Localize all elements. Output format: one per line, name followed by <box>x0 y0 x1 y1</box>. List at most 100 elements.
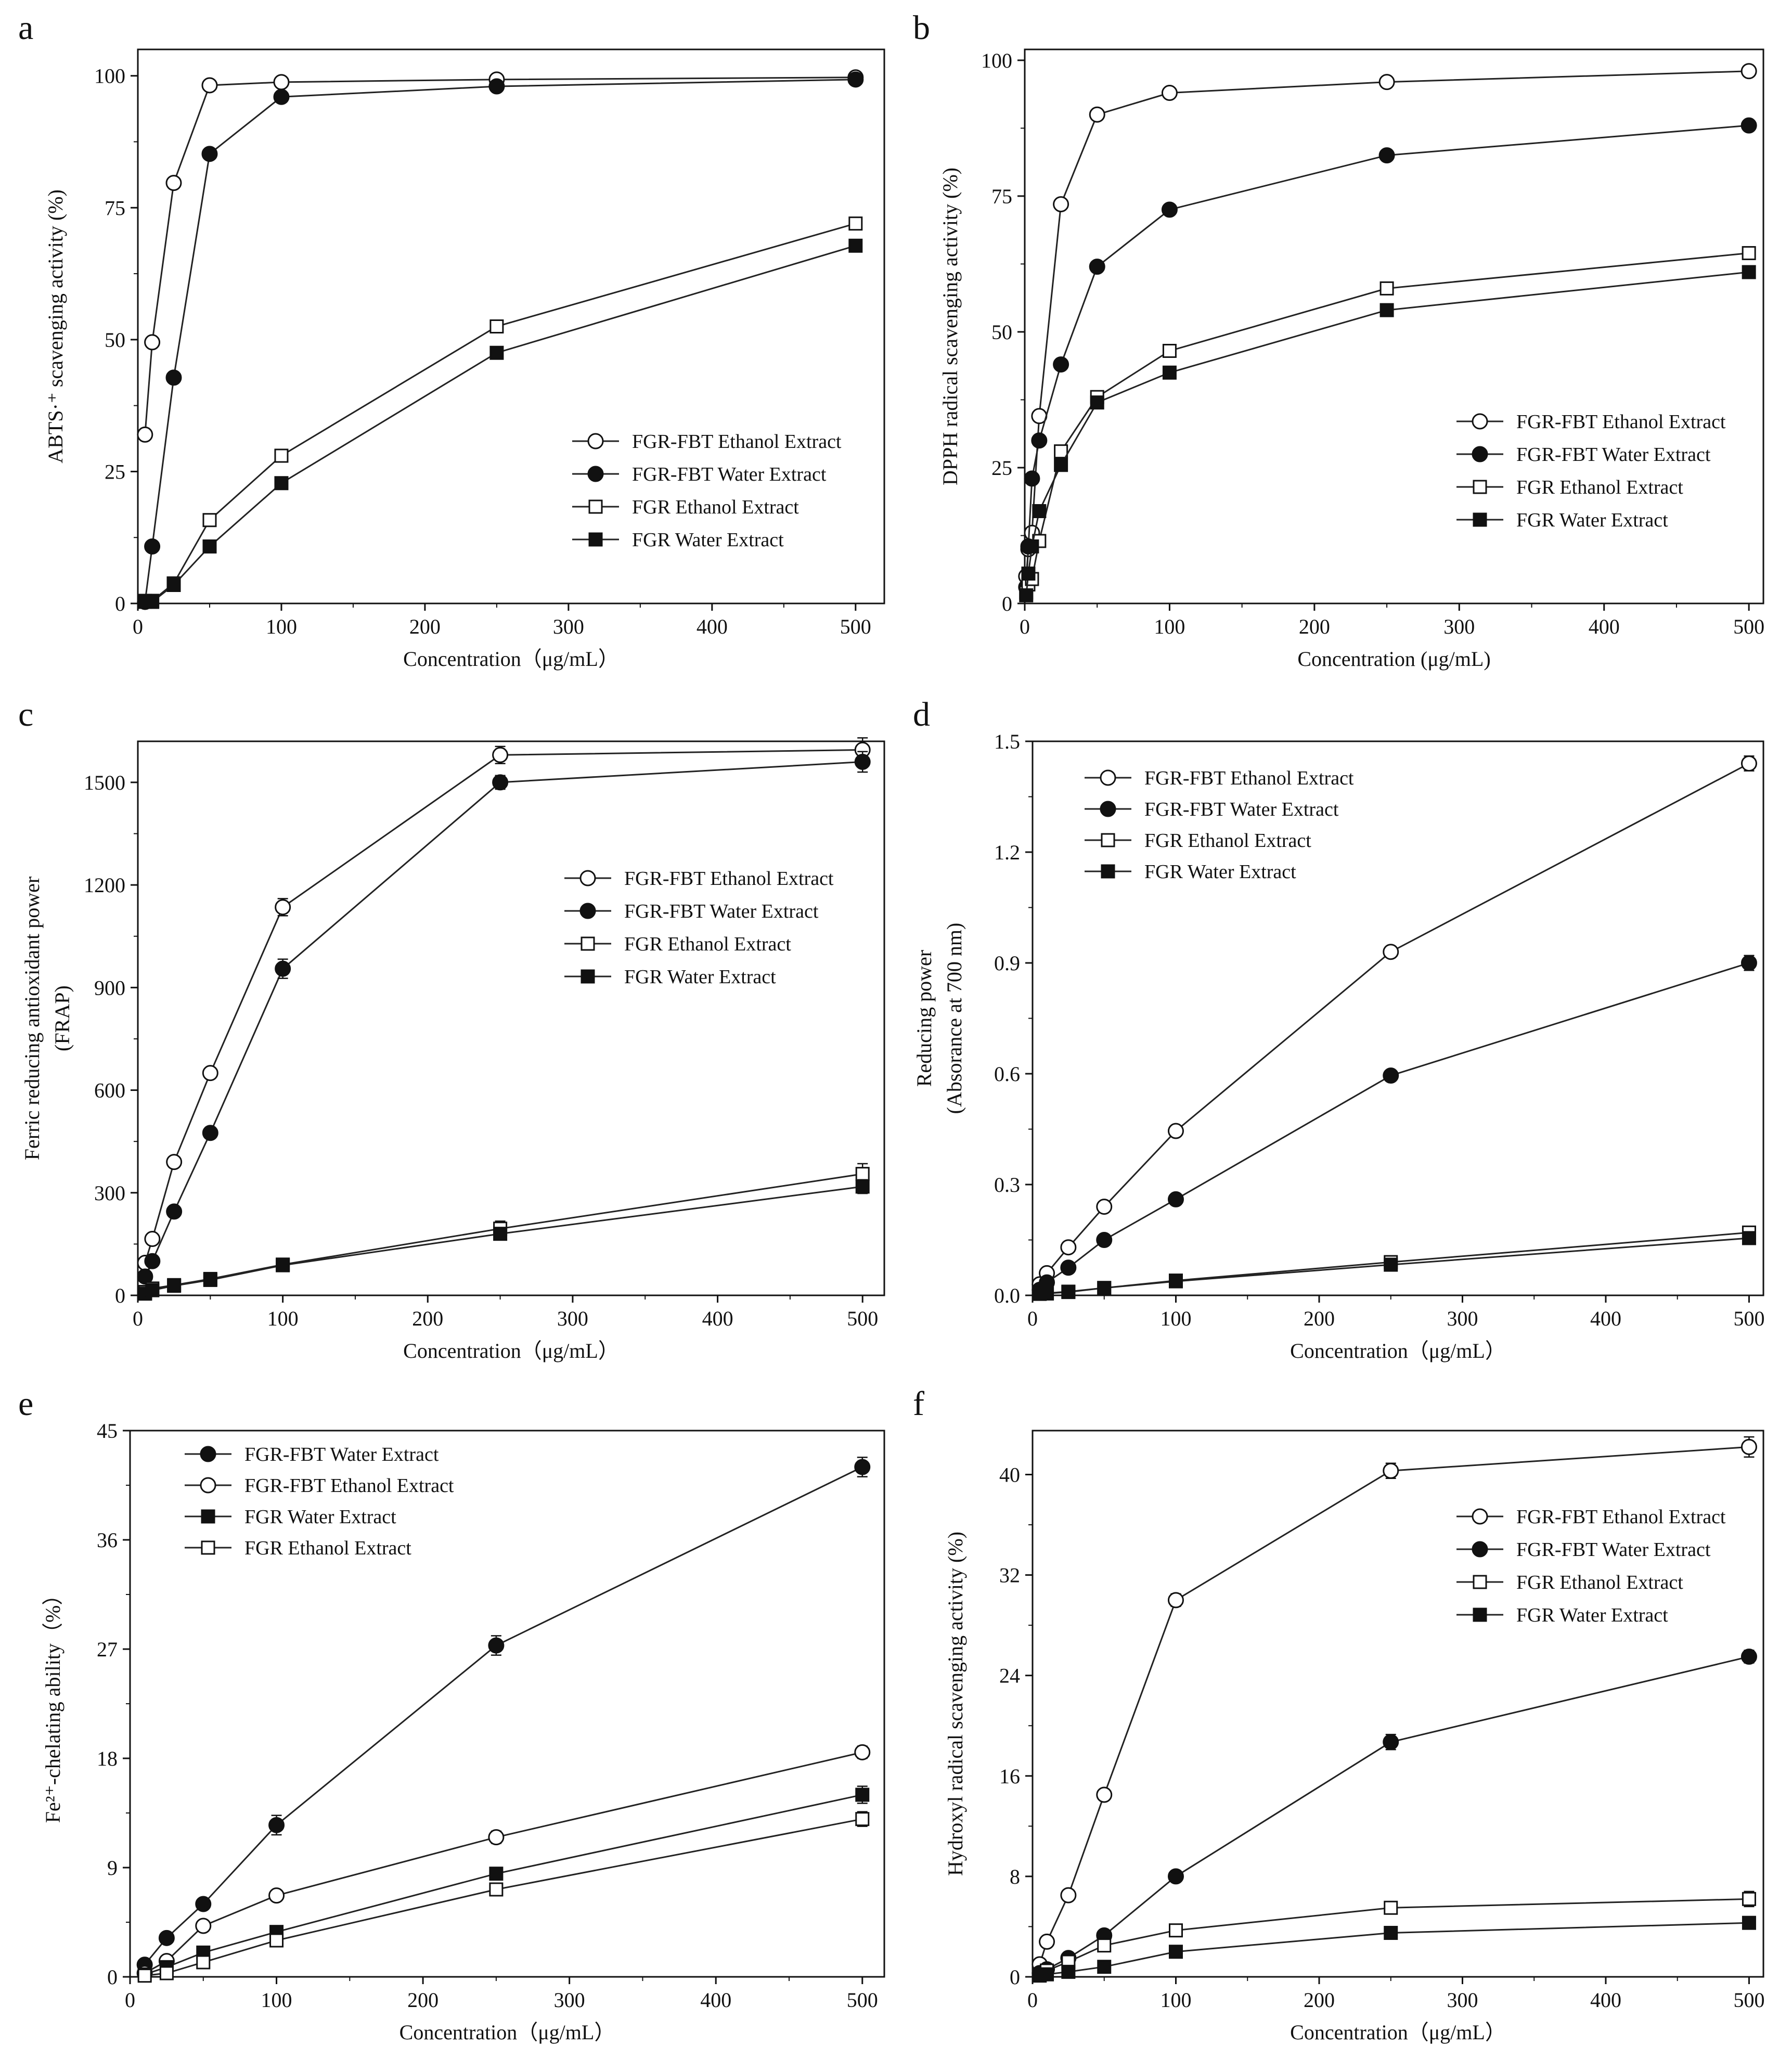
legend-marker <box>1472 446 1488 462</box>
data-point <box>166 1203 183 1220</box>
x-tick-label: 400 <box>700 1988 731 2012</box>
x-tick-label: 200 <box>407 1988 439 2012</box>
legend-marker <box>1101 833 1115 847</box>
x-tick-label: 0 <box>1020 615 1030 638</box>
legend-entry: FGR-FBT Water Extract <box>1456 1539 1711 1561</box>
data-point <box>1167 1592 1184 1609</box>
series-fgr-water-extract <box>138 1179 870 1301</box>
data-point <box>1024 470 1040 487</box>
data-point <box>269 1933 284 1948</box>
data-point <box>1383 1734 1399 1751</box>
legend-label: FGR-FBT Water Extract <box>1144 799 1339 820</box>
data-point <box>273 88 290 105</box>
y-tick-label: 0 <box>107 1965 118 1989</box>
data-point <box>1742 265 1756 279</box>
data-point <box>1096 1199 1113 1215</box>
y-axis-label: DPPH radical scavenging activity (%) <box>938 168 962 485</box>
data-point <box>1384 1900 1398 1915</box>
y-tick-label: 18 <box>97 1747 118 1770</box>
y-axis-label: (Absorance at 700 nm) <box>943 923 966 1114</box>
data-point <box>1054 444 1068 459</box>
legend-label: FGR Water Extract <box>1516 509 1668 531</box>
panel-letter: a <box>18 9 33 47</box>
x-tick-label: 300 <box>557 1307 588 1330</box>
data-point <box>1021 567 1036 581</box>
y-tick-label: 24 <box>999 1664 1020 1688</box>
y-tick-label: 1500 <box>84 771 125 794</box>
data-point <box>1742 1892 1756 1906</box>
series-line <box>1025 70 1749 576</box>
y-tick-label: 600 <box>94 1079 125 1102</box>
plot-frame <box>137 740 885 1296</box>
legend-marker <box>588 532 603 547</box>
data-point <box>1097 1281 1112 1295</box>
y-axis-label: Reducing power <box>912 950 936 1087</box>
panel-f: f 0 100 200 300 400 500 0 8 16 24 32 40 Concentration… <box>913 1385 1764 2044</box>
y-tick-label: 0 <box>115 1284 125 1307</box>
series-fgr-water-extract <box>138 238 863 609</box>
x-tick-label: 500 <box>1733 1307 1764 1330</box>
x-axis-label: Concentration（μg/mL） <box>403 647 619 671</box>
legend-label: FGR Water Extract <box>1144 861 1296 883</box>
data-point <box>1167 1123 1184 1139</box>
series-fgr-water-extract <box>1033 1915 1756 1983</box>
data-point <box>145 1283 160 1297</box>
data-point <box>488 78 505 95</box>
y-tick-label: 1200 <box>84 873 125 897</box>
x-tick-label: 200 <box>1299 615 1330 638</box>
y-tick-label: 8 <box>1010 1865 1020 1888</box>
legend-label: FGR-FBT Water Extract <box>1516 1539 1711 1561</box>
legend-marker <box>1473 480 1487 494</box>
x-tick-label: 100 <box>1154 615 1185 638</box>
series-fgr-fbt-ethanol-extract <box>137 69 864 443</box>
x-tick-label: 0 <box>1027 1307 1038 1330</box>
legend-entry: FGR Water Extract <box>185 1506 396 1528</box>
series-fgr-fbt-water-extract <box>136 1457 871 1973</box>
data-point <box>489 319 504 333</box>
legend-entry: FGR Water Extract <box>1456 509 1668 531</box>
data-point <box>196 1955 211 1970</box>
data-point <box>1090 395 1104 410</box>
series-fgr-fbt-ethanol-extract <box>1018 63 1757 585</box>
y-tick-label: 100 <box>981 49 1012 72</box>
legend-marker <box>1473 1575 1487 1589</box>
panel-a: a 0 100 200 300 400 500 0 25 50 75 100 Concentration… <box>18 9 885 671</box>
legend-marker <box>1100 769 1116 786</box>
legend-marker <box>1472 413 1488 430</box>
series-line <box>144 1751 863 1974</box>
legend-marker <box>587 433 604 449</box>
data-point <box>273 74 290 91</box>
data-point <box>268 1887 285 1904</box>
legend-label: FGR-FBT Ethanol Extract <box>632 431 842 453</box>
y-tick-label: 900 <box>94 976 125 999</box>
data-point <box>493 1227 508 1241</box>
legend-entry: FGR Water Extract <box>1085 861 1296 883</box>
legend-label: FGR Water Extract <box>624 966 776 988</box>
data-point <box>1025 539 1039 554</box>
data-point <box>1031 432 1048 449</box>
x-tick-label: 400 <box>1590 1307 1621 1330</box>
y-tick-label: 50 <box>991 320 1012 344</box>
y-tick-label: 32 <box>999 1564 1020 1587</box>
data-point <box>855 1167 870 1181</box>
x-tick-label: 100 <box>1160 1988 1191 2012</box>
data-point <box>202 1125 218 1141</box>
x-tick-label: 400 <box>1589 615 1620 638</box>
legend-entry: FGR-FBT Ethanol Extract <box>564 868 834 890</box>
series-line <box>144 76 856 435</box>
data-point <box>1060 1259 1077 1276</box>
legend-label: FGR-FBT Water Extract <box>624 901 819 922</box>
y-axis-label: Fe²⁺-chelating ability（%） <box>41 1585 65 1823</box>
panel-c: c 0 100 200 300 400 500 0 300 600 900 1200 1500 Conce… <box>18 696 885 1362</box>
x-tick-label: 500 <box>847 1988 878 2012</box>
legend-entry: FGR-FBT Ethanol Extract <box>1456 1506 1726 1528</box>
x-tick-label: 100 <box>266 615 297 638</box>
data-point <box>158 1930 175 1946</box>
legend-label: FGR-FBT Water Extract <box>632 464 827 485</box>
x-tick-label: 300 <box>1447 1307 1478 1330</box>
data-point <box>276 1258 290 1272</box>
x-tick-label: 300 <box>1447 1988 1478 2012</box>
y-tick-label: 0.3 <box>994 1173 1020 1197</box>
series-fgr-fbt-water-extract <box>1018 117 1757 596</box>
y-tick-label: 75 <box>105 196 125 220</box>
